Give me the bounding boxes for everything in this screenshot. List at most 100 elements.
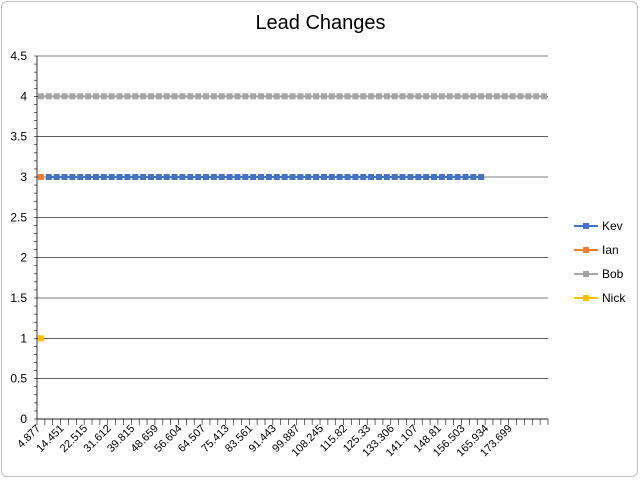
data-point-kev	[85, 174, 92, 180]
legend-label-bob: Bob	[602, 267, 624, 281]
y-tick-label: 0	[20, 412, 27, 426]
data-point-kev	[328, 174, 335, 180]
data-point-kev	[100, 174, 107, 180]
data-point-kev	[289, 174, 296, 180]
legend-label-ian: Ian	[602, 243, 619, 257]
legend-label-nick: Nick	[602, 291, 626, 305]
data-point-bob	[478, 93, 485, 100]
data-point-kev	[423, 174, 430, 180]
y-tick-label: 1.5	[10, 291, 27, 305]
y-tick-label: 4	[20, 89, 27, 103]
data-point-kev	[265, 174, 272, 180]
data-point-bob	[462, 93, 469, 100]
data-point-bob	[383, 93, 390, 100]
y-tick-label: 1	[20, 331, 27, 345]
data-point-kev	[391, 174, 398, 180]
data-point-bob	[493, 93, 500, 100]
data-point-bob	[289, 93, 296, 100]
data-point-bob	[92, 93, 99, 100]
data-point-bob	[360, 93, 367, 100]
data-point-kev	[108, 174, 115, 180]
data-point-kev	[116, 174, 123, 180]
data-point-kev	[234, 174, 241, 180]
data-point-kev	[446, 174, 453, 180]
data-point-bob	[352, 93, 359, 100]
data-point-kev	[454, 174, 461, 180]
y-tick-label: 2	[20, 251, 27, 265]
data-point-bob	[391, 93, 398, 100]
data-point-kev	[163, 174, 170, 180]
data-point-bob	[53, 93, 60, 100]
data-point-bob	[501, 93, 508, 100]
chart-title: Lead Changes	[255, 12, 386, 34]
data-point-bob	[336, 93, 343, 100]
data-point-bob	[328, 93, 335, 100]
data-point-kev	[415, 174, 422, 180]
y-tick-label: 2.5	[10, 210, 27, 224]
data-point-bob	[226, 93, 233, 100]
data-point-bob	[368, 93, 375, 100]
data-point-bob	[45, 93, 52, 100]
legend-item-kev: Kev	[574, 214, 625, 238]
data-point-kev	[360, 174, 367, 180]
y-tick-label: 3.5	[10, 130, 27, 144]
data-point-bob	[218, 93, 225, 100]
data-point-bob	[375, 93, 382, 100]
data-point-kev	[77, 174, 84, 180]
data-point-bob	[258, 93, 265, 100]
data-point-bob	[265, 93, 272, 100]
data-point-kev	[92, 174, 99, 180]
data-point-kev	[313, 174, 320, 180]
data-point-bob	[195, 93, 202, 100]
data-point-bob	[210, 93, 217, 100]
data-point-kev	[273, 174, 280, 180]
data-point-kev	[352, 174, 359, 180]
data-point-kev	[336, 174, 343, 180]
data-point-bob	[525, 93, 532, 100]
data-point-bob	[203, 93, 210, 100]
data-point-kev	[383, 174, 390, 180]
data-point-bob	[320, 93, 327, 100]
data-point-kev	[61, 174, 68, 180]
data-point-kev	[226, 174, 233, 180]
data-point-kev	[438, 174, 445, 180]
data-point-bob	[234, 93, 241, 100]
data-point-bob	[281, 93, 288, 100]
data-point-kev	[399, 174, 406, 180]
data-point-kev	[218, 174, 225, 180]
data-point-bob	[69, 93, 76, 100]
data-point-kev	[281, 174, 288, 180]
data-point-bob	[305, 93, 312, 100]
data-point-bob	[470, 93, 477, 100]
data-point-bob	[61, 93, 68, 100]
data-point-bob	[344, 93, 351, 100]
data-point-bob	[147, 93, 154, 100]
data-point-kev	[344, 174, 351, 180]
data-point-kev	[250, 174, 257, 180]
data-point-bob	[116, 93, 123, 100]
data-point-kev	[195, 174, 202, 180]
data-point-kev	[179, 174, 186, 180]
data-point-bob	[140, 93, 147, 100]
data-point-bob	[77, 93, 84, 100]
data-point-bob	[313, 93, 320, 100]
data-point-kev	[140, 174, 147, 180]
data-point-kev	[320, 174, 327, 180]
data-point-kev	[45, 174, 52, 180]
data-point-bob	[533, 93, 540, 100]
data-point-bob	[163, 93, 170, 100]
data-point-kev	[407, 174, 414, 180]
legend-swatch-ian	[574, 244, 598, 256]
data-point-kev	[53, 174, 60, 180]
data-point-bob	[541, 93, 548, 100]
data-point-kev	[478, 174, 485, 180]
data-point-bob	[423, 93, 430, 100]
data-point-bob	[250, 93, 257, 100]
data-point-bob	[509, 93, 516, 100]
data-point-kev	[155, 174, 162, 180]
data-point-bob	[297, 93, 304, 100]
data-point-kev	[305, 174, 312, 180]
data-point-kev	[124, 174, 131, 180]
legend-label-kev: Kev	[602, 219, 623, 233]
data-point-kev	[132, 174, 139, 180]
